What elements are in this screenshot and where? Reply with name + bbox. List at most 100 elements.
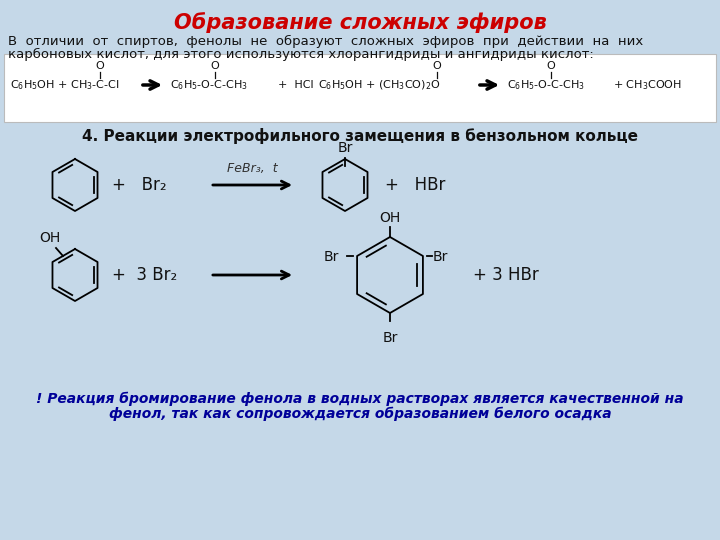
- Bar: [0, 138, 720, 140]
- Bar: [0, 92, 720, 94]
- Bar: [0, 516, 720, 518]
- Bar: [0, 213, 720, 216]
- Bar: [0, 224, 720, 227]
- Bar: [0, 278, 720, 281]
- Bar: [0, 46, 720, 49]
- Bar: [0, 116, 720, 119]
- Bar: [0, 70, 720, 73]
- Bar: [0, 297, 720, 300]
- Bar: [0, 435, 720, 437]
- Bar: [0, 313, 720, 316]
- Bar: [0, 151, 720, 154]
- Bar: [0, 127, 720, 130]
- Text: Br: Br: [337, 141, 353, 155]
- Bar: [0, 154, 720, 157]
- Bar: [0, 54, 720, 57]
- Bar: [0, 510, 720, 513]
- Text: C$_6$H$_5$-O-C-CH$_3$: C$_6$H$_5$-O-C-CH$_3$: [170, 78, 248, 92]
- Bar: [0, 432, 720, 435]
- Bar: [0, 165, 720, 167]
- Bar: [0, 489, 720, 491]
- Bar: [0, 246, 720, 248]
- Bar: [0, 265, 720, 267]
- Bar: [0, 446, 720, 448]
- Bar: [0, 14, 720, 16]
- Bar: [0, 5, 720, 8]
- Bar: [0, 502, 720, 505]
- Bar: [0, 532, 720, 535]
- Bar: [0, 338, 720, 340]
- Bar: [0, 494, 720, 497]
- Bar: [0, 292, 720, 294]
- Bar: [0, 418, 720, 421]
- Bar: [0, 167, 720, 170]
- Text: + 3 HBr: + 3 HBr: [473, 266, 539, 284]
- Bar: [0, 373, 720, 375]
- Bar: [0, 256, 720, 259]
- Bar: [0, 108, 720, 111]
- Text: O: O: [546, 61, 555, 71]
- Bar: [0, 200, 720, 202]
- Bar: [0, 421, 720, 424]
- Bar: [0, 211, 720, 213]
- Bar: [0, 362, 720, 364]
- Bar: [0, 375, 720, 378]
- Bar: [0, 170, 720, 173]
- Text: +   HBr: + HBr: [385, 176, 446, 194]
- Bar: [0, 456, 720, 459]
- Bar: [0, 130, 720, 132]
- Bar: [0, 308, 720, 310]
- Bar: [0, 162, 720, 165]
- Bar: [0, 529, 720, 532]
- Bar: [0, 413, 720, 416]
- Bar: [0, 186, 720, 189]
- Bar: [0, 535, 720, 537]
- Bar: [0, 68, 720, 70]
- Bar: [0, 316, 720, 319]
- Bar: [0, 8, 720, 11]
- Bar: [0, 472, 720, 475]
- Bar: [0, 443, 720, 445]
- Bar: [0, 205, 720, 208]
- Bar: [0, 3, 720, 5]
- Bar: [0, 103, 720, 105]
- Bar: [0, 491, 720, 494]
- Bar: [0, 135, 720, 138]
- Bar: [0, 505, 720, 508]
- Bar: [0, 219, 720, 221]
- Bar: [0, 216, 720, 219]
- Bar: [0, 275, 720, 278]
- Bar: [0, 300, 720, 302]
- Bar: [0, 354, 720, 356]
- Text: Br: Br: [324, 250, 339, 264]
- Bar: [0, 486, 720, 489]
- Bar: [0, 146, 720, 148]
- Bar: [0, 232, 720, 235]
- Bar: [0, 84, 720, 86]
- Bar: [0, 448, 720, 451]
- Bar: [0, 119, 720, 122]
- Bar: [0, 94, 720, 97]
- Bar: [0, 76, 720, 78]
- Text: Образование сложных эфиров: Образование сложных эфиров: [174, 12, 546, 33]
- Bar: [0, 227, 720, 229]
- Bar: [0, 240, 720, 243]
- Bar: [0, 38, 720, 40]
- Bar: [0, 481, 720, 483]
- Bar: [0, 35, 720, 38]
- Bar: [0, 267, 720, 270]
- Bar: [0, 302, 720, 305]
- Bar: [0, 194, 720, 197]
- Bar: [0, 73, 720, 76]
- Text: O: O: [433, 61, 441, 71]
- Bar: [0, 332, 720, 335]
- Bar: [0, 105, 720, 108]
- Text: ! Реакция бромирование фенола в водных растворах является качественной на: ! Реакция бромирование фенола в водных р…: [36, 392, 684, 406]
- Bar: [0, 97, 720, 100]
- Bar: [0, 178, 720, 181]
- Bar: [0, 243, 720, 246]
- Text: +  3 Br₂: + 3 Br₂: [112, 266, 177, 284]
- Bar: [0, 459, 720, 462]
- Bar: [0, 235, 720, 238]
- Bar: [0, 40, 720, 43]
